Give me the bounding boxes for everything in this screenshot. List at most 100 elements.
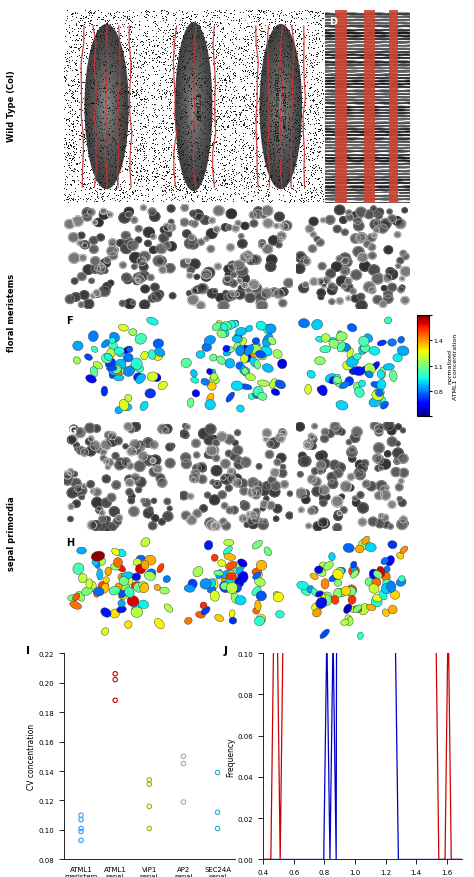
Circle shape [226,225,232,231]
Circle shape [119,213,130,224]
Circle shape [374,492,383,500]
Circle shape [383,522,390,528]
Ellipse shape [331,595,339,604]
Circle shape [115,461,124,470]
Circle shape [394,232,401,239]
Ellipse shape [176,26,212,189]
Circle shape [277,232,286,240]
Circle shape [134,461,145,472]
Circle shape [82,484,86,488]
Circle shape [223,277,233,286]
Circle shape [109,253,118,260]
Circle shape [340,217,347,225]
Ellipse shape [248,353,255,362]
Circle shape [221,225,229,232]
Ellipse shape [316,591,323,597]
Circle shape [234,261,245,271]
Circle shape [148,295,157,303]
Ellipse shape [270,379,277,389]
Ellipse shape [273,79,288,136]
Ellipse shape [252,339,260,345]
Circle shape [317,461,326,470]
Circle shape [332,496,343,507]
Circle shape [188,239,199,250]
Circle shape [121,232,130,240]
Ellipse shape [381,558,388,565]
Circle shape [304,440,313,450]
Circle shape [235,457,242,464]
Circle shape [316,453,325,460]
Text: floral meristems: floral meristems [8,274,16,351]
Circle shape [378,424,383,431]
Ellipse shape [200,579,211,589]
Circle shape [245,286,253,294]
Circle shape [258,243,265,249]
Ellipse shape [100,82,113,132]
Ellipse shape [201,607,210,615]
Ellipse shape [340,344,351,352]
Ellipse shape [205,400,215,410]
Circle shape [207,230,217,239]
Circle shape [281,465,285,470]
Ellipse shape [221,575,230,585]
Ellipse shape [236,338,247,347]
Ellipse shape [351,570,359,579]
Circle shape [398,454,408,464]
Ellipse shape [187,398,194,408]
Circle shape [148,209,156,216]
Ellipse shape [316,337,325,343]
Ellipse shape [223,546,232,555]
Circle shape [185,425,191,430]
Ellipse shape [377,370,384,379]
Point [111,667,119,681]
Circle shape [68,504,74,510]
Circle shape [193,510,201,517]
Ellipse shape [253,387,263,397]
Circle shape [329,300,335,305]
Ellipse shape [90,367,98,377]
Circle shape [383,296,393,303]
Ellipse shape [380,402,389,410]
Ellipse shape [361,344,369,353]
Circle shape [351,271,362,281]
Ellipse shape [214,571,223,576]
Circle shape [79,495,84,500]
Ellipse shape [336,382,347,389]
Circle shape [349,446,356,453]
Circle shape [263,246,273,254]
Ellipse shape [376,397,385,404]
Ellipse shape [380,367,386,379]
Circle shape [119,263,126,269]
Ellipse shape [204,541,213,550]
Circle shape [247,517,256,525]
Circle shape [87,521,97,530]
Circle shape [86,438,92,446]
Circle shape [82,210,92,218]
Ellipse shape [187,78,200,137]
Circle shape [207,520,217,530]
Ellipse shape [369,569,378,580]
Circle shape [383,275,392,282]
Ellipse shape [144,572,155,581]
Circle shape [294,265,305,274]
Ellipse shape [241,353,252,363]
Circle shape [105,432,112,439]
Circle shape [382,286,387,291]
Circle shape [368,266,380,275]
Circle shape [91,521,101,531]
Ellipse shape [87,35,126,180]
Circle shape [379,467,383,471]
Circle shape [326,217,335,225]
Ellipse shape [375,389,383,397]
Circle shape [318,518,328,528]
Bar [335,11,346,203]
Circle shape [258,519,263,524]
Circle shape [165,232,172,238]
Ellipse shape [252,541,263,549]
Circle shape [224,294,233,302]
Circle shape [159,267,167,274]
Circle shape [274,460,281,466]
Circle shape [357,294,365,301]
Ellipse shape [210,376,219,385]
Ellipse shape [210,579,218,590]
